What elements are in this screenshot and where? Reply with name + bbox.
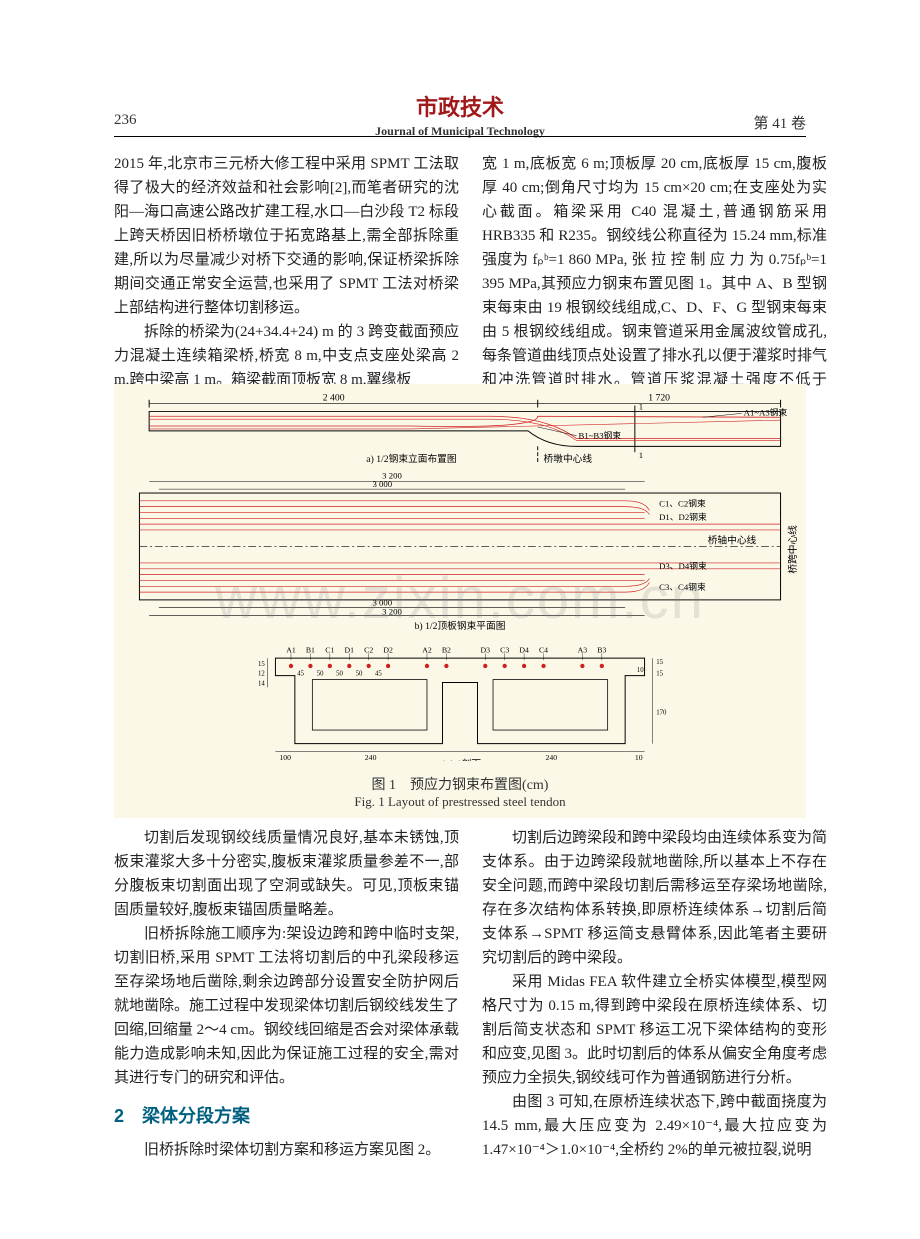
svg-text:C1、C2钢束: C1、C2钢束	[659, 498, 706, 509]
svg-text:B1: B1	[306, 645, 315, 654]
col-right-bot: 切割后边跨梁段和跨中梁段均由连续体系变为简支体系。由于边跨梁段就地凿除,所以基本…	[482, 826, 827, 1162]
paragraph: 拆除的桥梁为(24+34.4+24) m 的 3 跨变截面预应力混凝土连续箱梁桥…	[114, 320, 459, 392]
volume: 第 41 卷	[753, 112, 806, 133]
col-left-top: 2015 年,北京市三元桥大修工程中采用 SPMT 工法取得了极大的经济效益和社…	[114, 152, 459, 392]
figure-svg: 2 400 1 720 1 1 A1~A3钢束 B1~B3钢束 桥墩中心线 a)…	[120, 392, 800, 761]
svg-text:240: 240	[545, 753, 557, 761]
svg-text:B1~B3钢束: B1~B3钢束	[579, 430, 622, 441]
svg-text:100: 100	[279, 753, 291, 761]
paragraph: 宽 1 m,底板宽 6 m;顶板厚 20 cm,底板厚 15 cm,腹板厚 40…	[482, 152, 827, 416]
sub-c: A1 B1 C1 D1 C2 D2 A2 B2 D3 C3 D4 C4 A3 B3 15 12 14 15…	[258, 645, 667, 761]
figure-caption-en: Fig. 1 Layout of prestressed steel tendo…	[120, 794, 800, 810]
svg-text:B3: B3	[597, 645, 606, 654]
svg-text:C1: C1	[325, 645, 334, 654]
svg-text:A1~A3钢束: A1~A3钢束	[744, 406, 788, 417]
svg-text:50: 50	[317, 671, 324, 678]
svg-text:C3、C4钢束: C3、C4钢束	[659, 581, 706, 592]
svg-text:1: 1	[639, 401, 643, 411]
svg-text:15: 15	[656, 671, 663, 678]
col-left-bot: 切割后发现钢绞线质量情况良好,基本未锈蚀,顶板束灌浆大多十分密实,腹板束灌浆质量…	[114, 826, 459, 1162]
svg-text:15: 15	[258, 661, 265, 668]
svg-text:A3: A3	[578, 645, 588, 654]
svg-text:B2: B2	[442, 645, 451, 654]
paragraph: 旧桥拆除时梁体切割方案和移运方案见图 2。	[114, 1138, 459, 1162]
svg-text:桥墩中心线: 桥墩中心线	[544, 452, 593, 465]
svg-text:A1: A1	[286, 645, 296, 654]
svg-text:10: 10	[637, 667, 644, 674]
svg-text:C2: C2	[364, 645, 373, 654]
svg-text:桥跨中心线: 桥跨中心线	[786, 525, 799, 574]
svg-text:45: 45	[297, 671, 304, 678]
svg-text:D1、D2钢束: D1、D2钢束	[659, 511, 707, 522]
paragraph: 旧桥拆除施工顺序为:架设边跨和跨中临时支架,切割旧桥,采用 SPMT 工法将切割…	[114, 922, 459, 1090]
col-right-top: 宽 1 m,底板宽 6 m;顶板厚 20 cm,底板厚 15 cm,腹板厚 40…	[482, 152, 827, 416]
svg-text:3 200: 3 200	[382, 606, 402, 616]
svg-text:D1: D1	[345, 645, 355, 654]
svg-text:C4: C4	[539, 645, 548, 654]
svg-text:D3: D3	[481, 645, 491, 654]
section-number: 2	[114, 1106, 124, 1126]
page-number: 236	[114, 112, 137, 129]
section-title: 梁体分段方案	[142, 1106, 250, 1126]
header-center: 市政技术 Journal of Municipal Technology	[375, 90, 545, 139]
svg-text:50: 50	[336, 671, 343, 678]
svg-text:a) 1/2钢束立面布置图: a) 1/2钢束立面布置图	[366, 452, 456, 465]
svg-text:A2: A2	[422, 645, 432, 654]
svg-text:C3: C3	[500, 645, 509, 654]
sub-b: 3 200 3 000 C1、C2钢束 D1、D2钢束 桥轴中心线	[139, 470, 799, 632]
section-2-heading: 2 梁体分段方案	[114, 1104, 459, 1128]
sub-a: 2 400 1 720 1 1 A1~A3钢束 B1~B3钢束 桥墩中心线 a)…	[149, 393, 787, 465]
svg-text:D2: D2	[383, 645, 393, 654]
paragraph: 切割后发现钢绞线质量情况良好,基本未锈蚀,顶板束灌浆大多十分密实,腹板束灌浆质量…	[114, 826, 459, 922]
svg-text:50: 50	[356, 671, 363, 678]
svg-text:3 000: 3 000	[372, 479, 392, 489]
paragraph: 切割后边跨梁段和跨中梁段均由连续体系变为简支体系。由于边跨梁段就地凿除,所以基本…	[482, 826, 827, 970]
svg-text:D3、D4钢束: D3、D4钢束	[659, 560, 707, 571]
svg-text:14: 14	[258, 680, 265, 687]
svg-text:1 720: 1 720	[648, 393, 670, 404]
svg-text:D4: D4	[519, 645, 529, 654]
paragraph: 2015 年,北京市三元桥大修工程中采用 SPMT 工法取得了极大的经济效益和社…	[114, 152, 459, 320]
svg-text:2 400: 2 400	[323, 393, 345, 404]
header-rule	[114, 136, 806, 137]
svg-text:b) 1/2顶板钢束平面图: b) 1/2顶板钢束平面图	[415, 619, 506, 632]
svg-text:45: 45	[375, 671, 382, 678]
svg-text:桥轴中心线: 桥轴中心线	[708, 534, 757, 547]
svg-text:12: 12	[258, 671, 265, 678]
svg-text:240: 240	[365, 753, 377, 761]
paragraph: 采用 Midas FEA 软件建立全桥实体模型,模型网格尺寸为 0.15 m,得…	[482, 970, 827, 1090]
paragraph: 由图 3 可知,在原桥连续状态下,跨中截面挠度为 14.5 mm,最大压应变为 …	[482, 1090, 827, 1162]
svg-text:1: 1	[639, 450, 643, 460]
journal-title-cn: 市政技术	[375, 90, 545, 122]
svg-text:10: 10	[635, 753, 643, 761]
figure-1: 2 400 1 720 1 1 A1~A3钢束 B1~B3钢束 桥墩中心线 a)…	[114, 384, 806, 818]
figure-caption-cn: 图 1 预应力钢束布置图(cm)	[120, 774, 800, 794]
svg-text:c) 1-1剖面: c) 1-1剖面	[439, 757, 482, 761]
svg-text:15: 15	[656, 659, 663, 666]
svg-text:170: 170	[656, 710, 667, 717]
